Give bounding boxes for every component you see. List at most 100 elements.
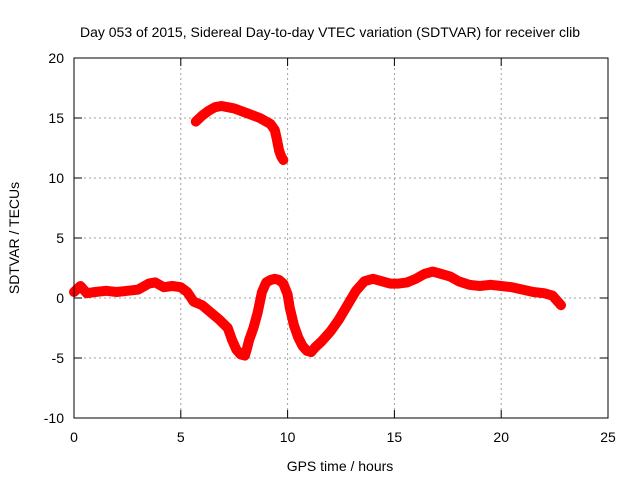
data-point [249, 111, 258, 120]
data-point [206, 308, 215, 317]
data-point [228, 336, 237, 344]
data-point [240, 351, 249, 360]
data-point [539, 289, 548, 298]
data-point [223, 324, 232, 332]
data-point [394, 279, 403, 288]
data-point [191, 117, 200, 126]
data-point [262, 117, 271, 126]
data-point [198, 111, 207, 120]
data-point [272, 135, 281, 144]
data-point [159, 283, 168, 292]
data-point [189, 297, 198, 306]
series-group [69, 266, 567, 361]
data-point [307, 348, 316, 356]
data-point [217, 102, 226, 110]
data-point [298, 342, 307, 350]
data-point [243, 109, 252, 118]
data-point [144, 279, 153, 288]
data-point [507, 283, 516, 292]
data-point [257, 288, 266, 296]
data-point [465, 280, 474, 289]
data-point [279, 279, 288, 288]
data-point [230, 104, 239, 113]
data-point [266, 120, 275, 128]
data-point [76, 282, 85, 290]
x-tick-label: 10 [280, 429, 296, 445]
data-point [183, 288, 192, 296]
data-point [253, 308, 262, 317]
data-point [134, 285, 143, 294]
data-point [302, 346, 311, 355]
x-tick-label: 25 [600, 429, 616, 445]
data-point [351, 286, 360, 295]
data-point [249, 324, 258, 332]
data-point [215, 315, 224, 324]
data-point [232, 345, 241, 354]
y-tick-label: 10 [48, 170, 64, 186]
y-tick-label: -10 [44, 410, 64, 426]
data-point [112, 288, 121, 296]
data-point [176, 283, 185, 292]
data-point [369, 274, 378, 283]
data-point [557, 301, 566, 310]
x-tick-label: 15 [387, 429, 403, 445]
data-point [343, 301, 352, 310]
data-point [204, 106, 213, 115]
grid-lines [74, 58, 608, 418]
data-point [454, 277, 463, 286]
x-tick-label: 0 [70, 429, 78, 445]
data-point [198, 301, 207, 310]
series-group [190, 101, 289, 165]
data-point [82, 289, 91, 298]
data-point [518, 285, 527, 294]
data-point [91, 288, 100, 296]
data-point [123, 286, 132, 295]
data-point [262, 278, 271, 287]
x-tick-label: 5 [177, 429, 185, 445]
data-point [437, 270, 446, 278]
data-point [270, 274, 279, 283]
data-point [270, 126, 279, 134]
data-point [283, 290, 292, 299]
data-point [236, 106, 245, 115]
x-axis-label: GPS time / hours [287, 458, 394, 474]
data-point [497, 282, 506, 290]
data-point [311, 343, 320, 352]
y-axis-label: SDTVAR / TECUs [6, 182, 22, 294]
y-tick-label: 5 [56, 230, 64, 246]
data-point [326, 327, 335, 336]
y-tick-label: -5 [52, 350, 65, 366]
data-series [69, 101, 567, 361]
data-point [151, 278, 160, 287]
data-point [243, 344, 252, 353]
data-point [255, 114, 264, 122]
data-point [279, 156, 288, 164]
data-point [275, 276, 284, 284]
data-point [548, 291, 557, 300]
chart-title: Day 053 of 2015, Sidereal Day-to-day VTE… [80, 24, 580, 40]
axis-ticks: 0 5 10 15 20 25 -10 -5 0 5 10 15 20 [44, 50, 616, 445]
y-tick-label: 0 [56, 290, 64, 306]
data-point [168, 282, 177, 290]
data-point [411, 274, 420, 283]
data-point [428, 267, 437, 276]
x-tick-label: 20 [493, 429, 509, 445]
data-point [360, 277, 369, 286]
data-point [386, 279, 395, 288]
data-point [285, 303, 294, 312]
data-point [290, 321, 299, 330]
data-point [377, 277, 386, 286]
data-point [245, 336, 254, 344]
data-point [223, 103, 232, 112]
y-tick-label: 20 [48, 50, 64, 66]
data-point [266, 276, 275, 284]
data-point [317, 337, 326, 346]
data-point [475, 282, 484, 290]
data-point [236, 350, 245, 359]
data-point [445, 272, 454, 281]
data-point [294, 333, 303, 342]
data-point [529, 288, 538, 296]
data-point [275, 146, 284, 155]
